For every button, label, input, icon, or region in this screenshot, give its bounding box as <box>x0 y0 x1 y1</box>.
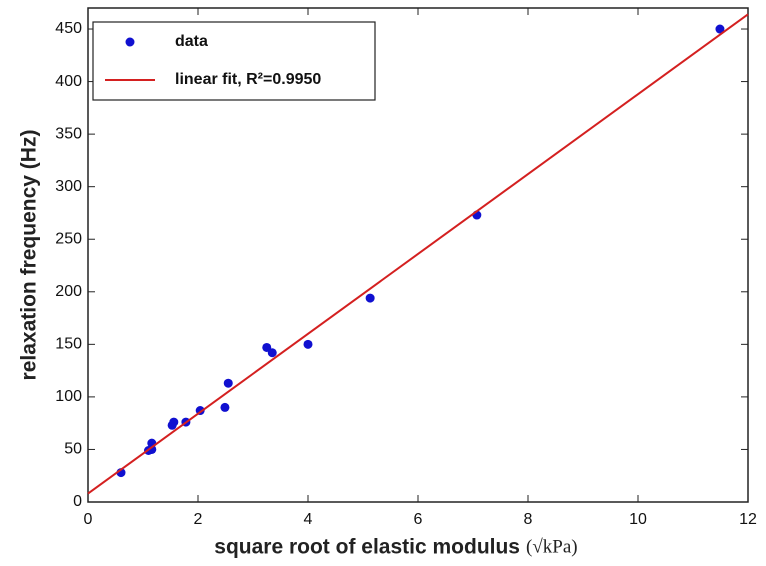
y-axis-label: relaxation frequency (Hz) <box>18 130 41 381</box>
legend-swatch <box>125 37 135 47</box>
data-point <box>267 348 277 358</box>
data-point <box>223 378 233 388</box>
fit-line <box>87 13 749 495</box>
legend-label: linear fit, R²=0.9950 <box>175 71 321 88</box>
x-tick-label: 8 <box>524 511 533 528</box>
data-point <box>303 339 313 349</box>
y-tick-label: 200 <box>55 283 82 300</box>
data-point <box>147 444 157 454</box>
x-tick-label: 2 <box>194 511 203 528</box>
y-tick-label: 300 <box>55 178 82 195</box>
legend-label: data <box>175 33 208 50</box>
x-tick-label: 12 <box>739 511 757 528</box>
y-tick-label: 250 <box>55 230 82 247</box>
y-tick-label: 50 <box>64 441 82 458</box>
y-tick-label: 0 <box>73 493 82 510</box>
x-axis-unit: (√kPa) <box>526 536 578 557</box>
x-axis-label: square root of elastic modulus <box>214 536 520 559</box>
y-tick-label: 100 <box>55 388 82 405</box>
data-point <box>220 402 230 412</box>
x-tick-label: 6 <box>414 511 423 528</box>
x-tick-label: 10 <box>629 511 647 528</box>
x-tick-label: 4 <box>304 511 313 528</box>
data-point <box>169 417 179 427</box>
y-tick-label: 450 <box>55 20 82 37</box>
y-tick-label: 150 <box>55 336 82 353</box>
data-point <box>715 24 725 34</box>
data-point <box>365 293 375 303</box>
y-tick-label: 400 <box>55 73 82 90</box>
y-tick-label: 350 <box>55 125 82 142</box>
x-tick-label: 0 <box>84 511 93 528</box>
legend-box <box>92 21 376 101</box>
